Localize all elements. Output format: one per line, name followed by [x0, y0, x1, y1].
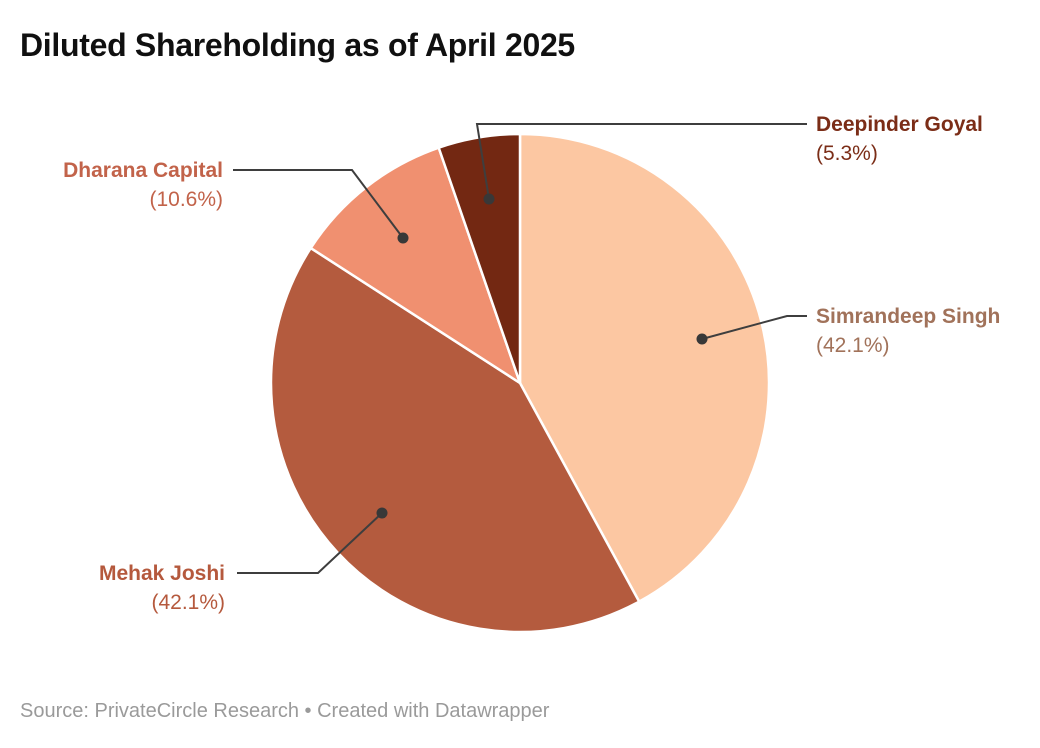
leader-dot — [483, 193, 495, 205]
slice-label-value: (5.3%) — [816, 142, 878, 165]
slice-label-dharana-capital: Dharana Capital (10.6%) — [63, 156, 223, 214]
slice-label-name: Deepinder Goyal — [816, 113, 983, 136]
pie-slice-simrandeep-singh[interactable] — [518, 132, 771, 603]
slice-label-name: Simrandeep Singh — [816, 305, 1001, 328]
slice-label-mehak-joshi: Mehak Joshi (42.1%) — [99, 559, 225, 617]
slice-label-deepinder-goyal: Deepinder Goyal (5.3%) — [816, 110, 983, 168]
leader-line — [475, 123, 807, 200]
slice-label-name: Dharana Capital — [63, 159, 223, 182]
leader-line — [237, 512, 383, 574]
leader-line — [701, 315, 807, 340]
slice-label-simrandeep-singh: Simrandeep Singh (42.1%) — [816, 302, 1000, 360]
source-footer: Source: PrivateCircle Research • Created… — [20, 700, 550, 722]
chart-title: Diluted Shareholding as of April 2025 — [20, 27, 575, 63]
slice-label-value: (10.6%) — [149, 188, 223, 211]
slice-label-value: (42.1%) — [816, 334, 890, 357]
leader-line — [233, 169, 404, 239]
slice-label-value: (42.1%) — [151, 591, 225, 614]
pie-slice-dharana-capital[interactable] — [309, 146, 522, 385]
leader-dot — [696, 333, 708, 345]
leader-dot — [376, 507, 388, 519]
slice-label-name: Mehak Joshi — [98, 562, 225, 585]
pie-slice-mehak-joshi[interactable] — [269, 246, 641, 634]
leader-dot — [397, 232, 409, 244]
